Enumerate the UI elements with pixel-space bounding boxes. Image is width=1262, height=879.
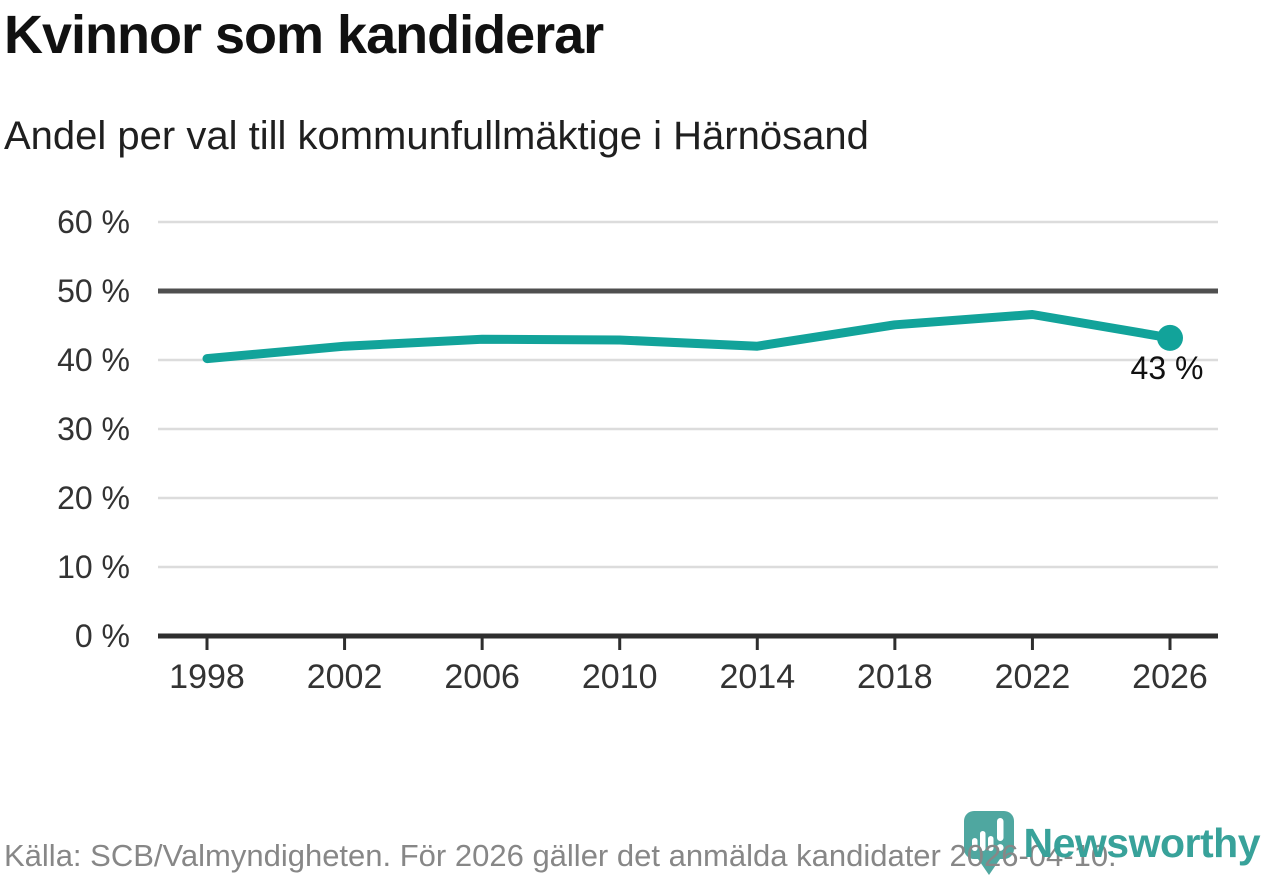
y-axis-label: 30 % [57, 411, 130, 447]
chart-title: Kvinnor som kandiderar [4, 5, 604, 65]
y-axis-label: 20 % [57, 480, 130, 516]
y-axis-label: 50 % [57, 273, 130, 309]
x-axis-label: 2014 [719, 658, 796, 696]
chart-subtitle: Andel per val till kommunfullmäktige i H… [4, 114, 869, 158]
source-note: Källa: SCB/Valmyndigheten. För 2026 gäll… [4, 838, 1117, 873]
data-point-label: 43 % [1130, 349, 1204, 386]
y-axis-label: 60 % [57, 204, 130, 240]
newsworthy-logo-text: Newsworthy [1023, 820, 1261, 866]
data-line [202, 310, 1175, 364]
last-point-marker [1157, 324, 1183, 351]
y-axis-label: 40 % [57, 342, 130, 378]
x-axis-label: 1998 [169, 658, 245, 696]
x-axis-label: 2006 [444, 658, 520, 696]
newsworthy-logo-icon [963, 811, 1014, 875]
x-axis-label: 2010 [581, 658, 658, 696]
newsworthy-logo: Newsworthy [963, 811, 1261, 875]
x-axis-label: 2002 [306, 658, 383, 696]
y-axis-label: 10 % [57, 549, 130, 585]
x-axis-label: 2018 [857, 658, 933, 696]
x-axis-label: 2022 [994, 658, 1071, 696]
x-axis-label: 2026 [1132, 658, 1208, 696]
y-axis-label: 0 % [74, 618, 130, 654]
